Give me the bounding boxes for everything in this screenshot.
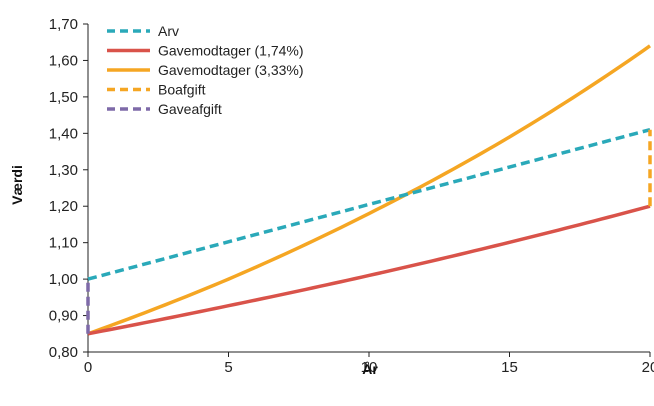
x-tick-label: 15 bbox=[501, 359, 518, 376]
y-tick-label: 1,50 bbox=[49, 89, 78, 106]
y-tick-label: 1,00 bbox=[49, 271, 78, 288]
x-tick-label: 5 bbox=[224, 359, 232, 376]
legend-label: Arv bbox=[158, 23, 179, 39]
tick-labels: 0,80 0,90 1,00 1,10 1,20 1,30 1,40 1,50 1,60 1,70… bbox=[49, 16, 654, 376]
y-tick-label: 1,40 bbox=[49, 125, 78, 142]
y-tick-label: 1,10 bbox=[49, 235, 78, 252]
legend-label: Gaveafgift bbox=[158, 101, 222, 117]
series-lines bbox=[86, 44, 652, 336]
legend-label: Gavemodtager (1,74%) bbox=[158, 43, 304, 59]
y-axis-title: Værdi bbox=[9, 165, 25, 205]
legend-label: Boafgift bbox=[158, 82, 206, 98]
series-line-2 bbox=[87, 44, 652, 336]
series-line-0 bbox=[87, 127, 651, 281]
y-tick-label: 1,60 bbox=[49, 52, 78, 69]
y-tick-label: 0,80 bbox=[49, 344, 78, 361]
x-axis-title: År bbox=[362, 361, 378, 377]
x-tick-label: 20 bbox=[642, 359, 654, 376]
legend: Arv Gavemodtager (1,74%) Gavemodtager (3,3… bbox=[107, 23, 304, 117]
legend-label: Gavemodtager (3,33%) bbox=[158, 62, 304, 78]
x-tick-label: 10 bbox=[361, 359, 378, 376]
y-tick-label: 1,20 bbox=[49, 198, 78, 215]
y-tick-label: 1,30 bbox=[49, 162, 78, 179]
y-tick-label: 1,70 bbox=[49, 16, 78, 33]
x-tick-label: 0 bbox=[84, 359, 92, 376]
y-tick-label: 0,90 bbox=[49, 308, 78, 325]
series-line-1 bbox=[87, 204, 651, 336]
